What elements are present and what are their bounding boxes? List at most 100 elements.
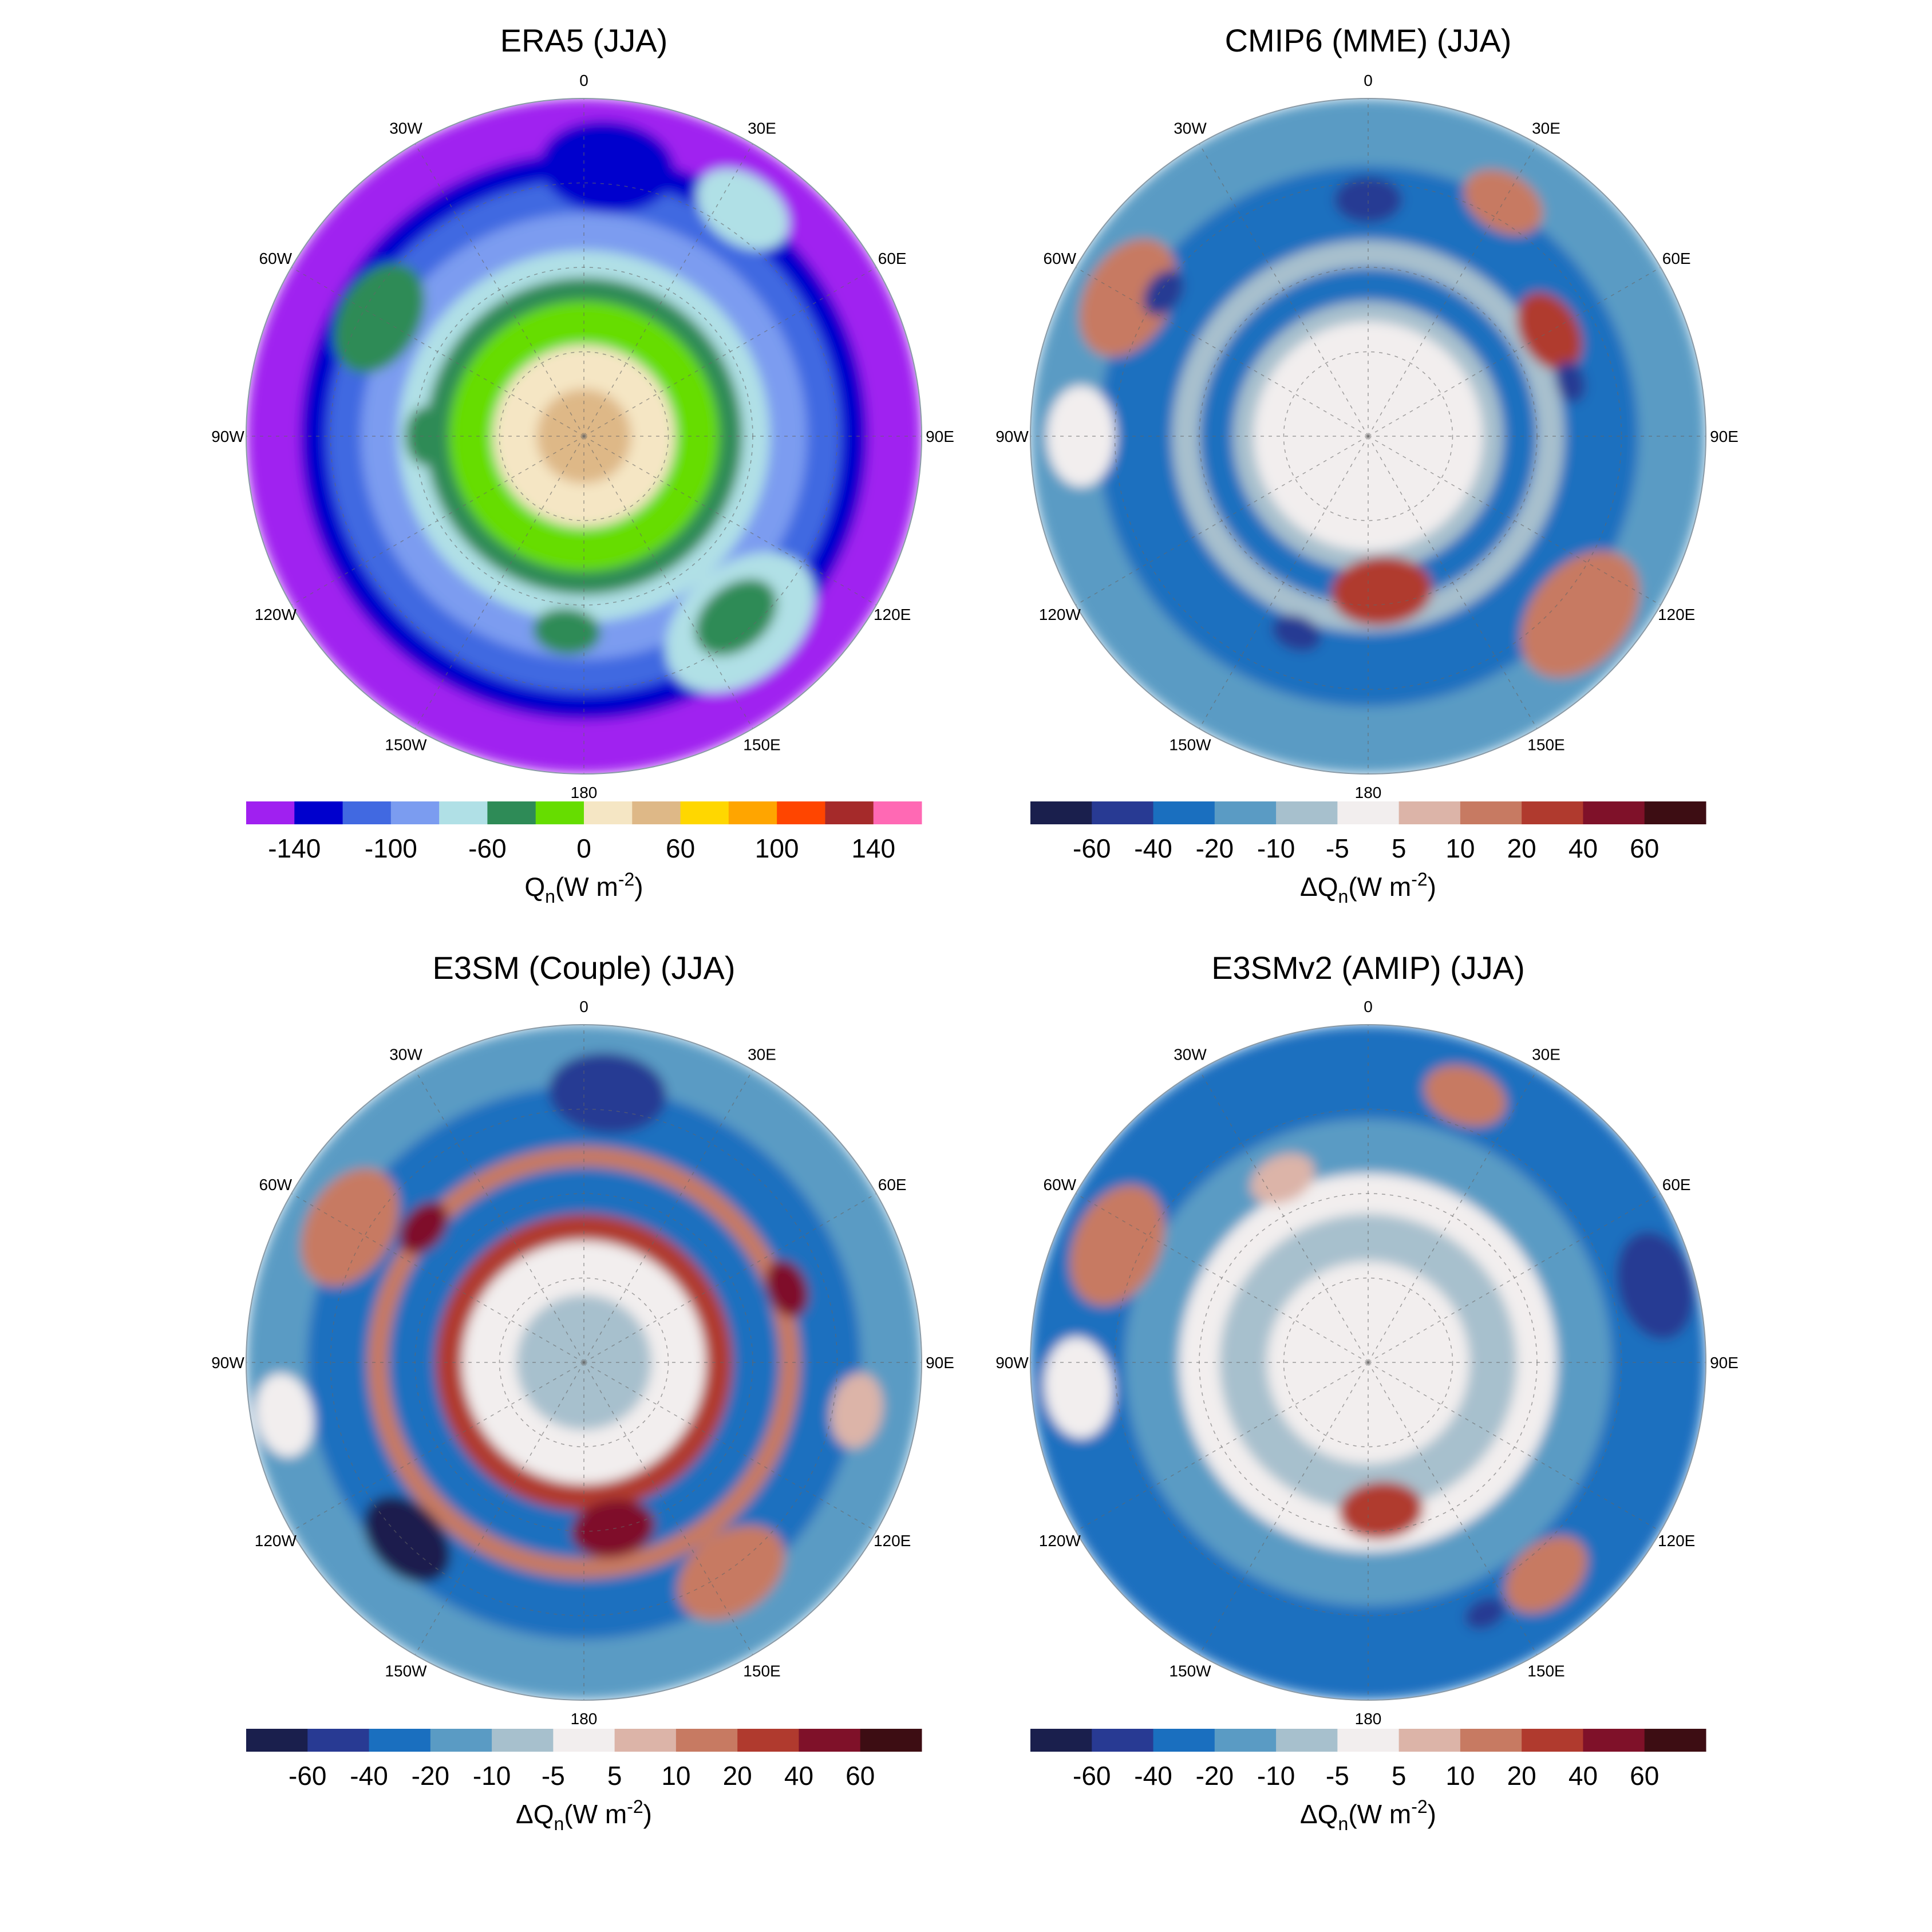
colorbar-tick-label: 10 [661, 1761, 690, 1791]
colorbar-tick-label: 40 [1568, 1761, 1598, 1791]
colorbar: -60 -40 -20 -10 -5 5 10 20 40 60 ΔQn(W m-2) [246, 1729, 922, 1834]
longitude-label: 180 [1355, 784, 1382, 801]
polar-map: 0 30E 60E 90E 120E 150E 180 150W 120W 90W 60W 30W [211, 998, 954, 1728]
longitude-label: 90W [995, 1354, 1029, 1372]
latitude-circle [499, 1277, 669, 1448]
colorbar-tick-label: 60 [846, 1761, 875, 1791]
latitude-circle [1199, 1193, 1538, 1532]
colorbar-swatch [487, 801, 536, 824]
polar-map: 0 30E 60E 90E 120E 150E 180 150W 120W 90W 60W 30W [995, 72, 1739, 801]
colorbar-label-subscript: n [1338, 886, 1349, 907]
colorbar-label-units: (W m [555, 872, 618, 902]
colorbar-tick-label: -100 [365, 833, 417, 863]
colorbar-tick-label: -60 [1073, 1761, 1111, 1791]
colorbar-swatch [860, 1729, 922, 1752]
colorbar-label: ΔQn(W m-2) [516, 1796, 652, 1834]
colorbar-swatch [1337, 1729, 1400, 1752]
colorbar-swatch [1644, 1729, 1706, 1752]
graticule [246, 1025, 922, 1700]
colorbar-label-symbol: Q [524, 872, 545, 902]
map-border [246, 1024, 922, 1701]
longitude-label: 30W [1174, 1045, 1207, 1063]
longitude-label: 30W [389, 1045, 422, 1063]
longitude-label: 150E [743, 736, 780, 754]
colorbar-swatch [825, 801, 874, 824]
colorbar-label-units: (W m [1348, 872, 1411, 902]
panel-era5: ERA5 (JJA) 0 30E 60E 90E 120E 150E 180 150W 120W… [211, 22, 954, 907]
field-anomaly [1465, 1597, 1506, 1630]
map-border [1030, 1024, 1706, 1701]
longitude-label: 30E [1532, 119, 1560, 137]
colorbar-label-units: (W m [1348, 1799, 1411, 1829]
colorbar-swatch [1030, 1729, 1092, 1752]
field-anomaly [1464, 169, 1543, 235]
field-anomaly [694, 579, 777, 656]
colorbar-tick-label: 5 [607, 1761, 622, 1791]
colorbar-label-close: ) [634, 872, 643, 902]
field-anomaly [830, 1373, 883, 1448]
longitude-label: 150E [1527, 1662, 1564, 1680]
colorbar-label-symbol: ΔQ [1300, 872, 1338, 902]
longitude-label: 150E [743, 1662, 780, 1680]
colorbar-tick-label: -10 [473, 1761, 511, 1791]
colorbar-tick-label: 5 [1392, 833, 1406, 863]
colorbar-tick-label: -40 [350, 1761, 388, 1791]
field-anomaly [1250, 1153, 1315, 1204]
colorbar-tick-label: 40 [1568, 833, 1598, 863]
colorbar-swatch [1398, 801, 1461, 824]
longitude-label: 120E [874, 1532, 911, 1550]
colorbar-tick-label: -140 [268, 833, 321, 863]
colorbar-label: ΔQn(W m-2) [1300, 1796, 1436, 1834]
field-anomaly [1143, 270, 1184, 316]
longitude-label: 60E [878, 1176, 907, 1194]
colorbar-swatch [675, 1729, 738, 1752]
longitude-label: 120W [255, 606, 297, 623]
colorbar-swatch [584, 801, 633, 824]
colorbar-tick-label: 140 [851, 833, 895, 863]
colorbar-tick-label: 0 [576, 833, 591, 863]
colorbar-tick-label: 20 [1507, 1761, 1536, 1791]
colorbar: -140 -100 -60 0 60 100 140 Qn(W m-2) [246, 801, 922, 907]
panel-title: ERA5 (JJA) [500, 22, 668, 58]
colorbar-swatch [1460, 801, 1522, 824]
latitude-circle [1199, 267, 1538, 606]
longitude-label: 150W [385, 1662, 427, 1680]
colorbar-label-subscript: n [554, 1814, 564, 1834]
panel-cmip6: CMIP6 (MME) (JJA) 0 30E 60E 90E 120E 150E 180 1… [995, 22, 1739, 907]
polar-map: 0 30E 60E 90E 120E 150E 180 150W 120W 90W 60W 30W [211, 72, 954, 801]
colorbar-swatch [614, 1729, 677, 1752]
colorbar-swatch [1153, 801, 1215, 824]
longitude-label: 60E [1662, 1176, 1691, 1194]
longitude-label: 120W [1039, 606, 1081, 623]
field-anomaly [765, 1259, 809, 1317]
colorbar-tick-label: -40 [1134, 833, 1172, 863]
colorbar-swatch [1583, 801, 1645, 824]
panel-e3sm-couple: E3SM (Couple) (JJA) 0 30E 60E 90E 120E 150E 18… [211, 950, 954, 1834]
colorbar-swatch [1583, 1729, 1645, 1752]
longitude-label: 120W [1039, 1532, 1081, 1550]
longitude-label: 30E [1532, 1045, 1560, 1063]
field-anomaly [1520, 551, 1640, 678]
field-anomaly [301, 1168, 399, 1286]
latitude-circle [414, 1193, 753, 1532]
colorbar-swatch [1092, 1729, 1154, 1752]
field-layer [1030, 98, 1706, 774]
colorbar-swatch [1522, 1729, 1583, 1752]
longitude-label: 60W [259, 250, 293, 267]
graticule [1030, 1025, 1706, 1700]
longitude-label: 120E [1658, 606, 1695, 623]
polar-map: 0 30E 60E 90E 120E 150E 180 150W 120W 90W 60W 30W [995, 998, 1739, 1728]
longitude-label: 30W [389, 119, 422, 137]
longitude-label: 120W [255, 1532, 297, 1550]
field-anomaly [399, 1202, 448, 1254]
latitude-circle [1114, 182, 1622, 690]
field-anomaly [677, 1525, 785, 1620]
field-anomaly [1079, 239, 1178, 357]
colorbar-swatch [535, 801, 584, 824]
colorbar-label: Qn(W m-2) [524, 869, 643, 907]
longitude-label: 150W [1169, 736, 1211, 754]
longitude-label: 60W [259, 1176, 293, 1194]
longitude-label: 60W [1044, 1176, 1077, 1194]
colorbar-swatch [1276, 1729, 1338, 1752]
